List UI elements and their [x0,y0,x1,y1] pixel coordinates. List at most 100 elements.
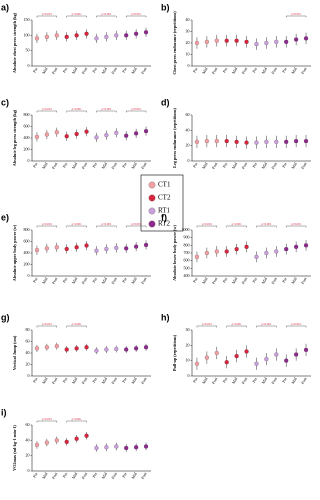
x-tick-label: Mid [260,66,268,74]
mean-point [274,249,279,254]
x-tick-label: Mid [231,66,239,74]
x-tick-label: Pre [91,66,98,73]
x-tick-label: Post [211,66,219,75]
x-tick-label: Pre [91,471,98,478]
mean-point [194,40,200,46]
y-tick-label: 50 [26,48,30,53]
x-tick-label: Post [140,471,148,480]
significance-bracket [96,110,117,113]
x-tick-label: Pre [221,161,228,168]
y-tick-label: 20 [26,453,30,458]
x-tick-label: Pre [221,66,228,73]
figure: CT1 CT2 RT1 RT2 a)Absolute chest press stren… [1,2,311,480]
mean-point [74,436,79,441]
significance-bracket [96,225,117,228]
x-tick-label: Mid [71,161,79,169]
mean-point [64,347,69,352]
y-tick-label: 40 [26,437,30,442]
y-tick-label: 0 [28,63,30,68]
x-tick-label: Pre [192,66,199,73]
x-tick-label: Pre [192,376,199,383]
panel-label: e) [1,212,9,222]
mean-point [284,139,289,144]
y-tick-label: 900 [184,235,190,240]
significance-bracket [126,225,147,228]
significance-bracket [286,325,307,328]
mean-point [244,39,249,44]
x-tick-label: Post [300,276,308,285]
x-tick-label: Pre [221,376,228,383]
x-tick-label: Mid [260,376,268,384]
y-tick-label: 20 [186,40,190,45]
y-tick-label: 0 [188,63,190,68]
x-tick-label: Post [110,376,118,385]
x-tick-label: Mid [201,276,209,284]
legend-marker [148,207,156,215]
x-tick-label: Pre [251,276,258,283]
x-tick-label: Pre [281,161,288,168]
x-tick-label: Mid [260,161,268,169]
mean-point [274,139,279,144]
x-tick-label: Pre [32,276,39,283]
x-tick-label: Post [140,376,148,385]
x-tick-label: Post [211,276,219,285]
y-tick-label: 20 [26,361,30,366]
mean-point [214,249,219,254]
x-tick-label: Post [270,276,278,285]
significance-bracket [66,15,87,18]
legend-label: CT2 [158,194,171,202]
x-tick-label: Mid [100,66,108,74]
y-tick-label: 1000 [182,227,190,232]
mean-point [264,139,269,144]
significance-label: p<0.001 [261,222,271,226]
y-tick-label: 800 [24,112,30,117]
x-tick-label: Mid [130,66,138,74]
x-tick-label: Post [110,471,118,480]
mean-point [224,38,229,43]
x-tick-label: Mid [100,471,108,479]
significance-label: p<0.001 [42,107,52,111]
x-tick-label: Pre [32,66,39,73]
x-tick-label: Mid [290,376,298,384]
mean-point [114,245,119,250]
significance-bracket [66,325,87,328]
x-tick-label: Post [240,66,248,75]
mean-point [244,349,249,354]
legend-marker [148,194,156,202]
y-tick-label: 60 [186,112,190,117]
x-tick-label: Pre [91,276,98,283]
mean-point [254,42,259,47]
y-tick-label: 400 [24,250,30,255]
mean-point [303,138,309,144]
x-tick-label: Pre [32,376,39,383]
x-tick-label: Post [110,276,118,285]
significance-bracket [66,110,87,113]
x-tick-label: Pre [61,66,68,73]
x-tick-label: Pre [61,161,68,168]
y-tick-label: 800 [184,242,190,247]
panel-label: h) [161,312,170,322]
x-tick-label: Mid [71,471,79,479]
mean-point [303,36,309,41]
significance-label: p<0.001 [42,322,52,326]
mean-point [34,36,40,41]
legend-marker [148,181,156,189]
x-tick-label: Post [140,161,148,170]
mean-point [294,138,299,144]
mean-point [104,347,109,352]
significance-bracket [36,225,57,228]
mean-point [234,139,239,144]
mean-point [64,34,69,39]
panel-label: a) [1,2,9,12]
x-tick-label: Mid [41,66,49,74]
x-tick-label: Post [80,161,88,170]
mean-point [224,249,229,254]
mean-point [224,360,229,365]
legend-label: RT1 [158,207,171,215]
significance-bracket [226,225,247,228]
x-tick-label: Post [80,66,88,75]
y-tick-label: 40 [26,350,30,355]
mean-point [143,242,149,248]
y-tick-label: 400 [24,135,30,140]
significance-bracket [286,15,307,18]
